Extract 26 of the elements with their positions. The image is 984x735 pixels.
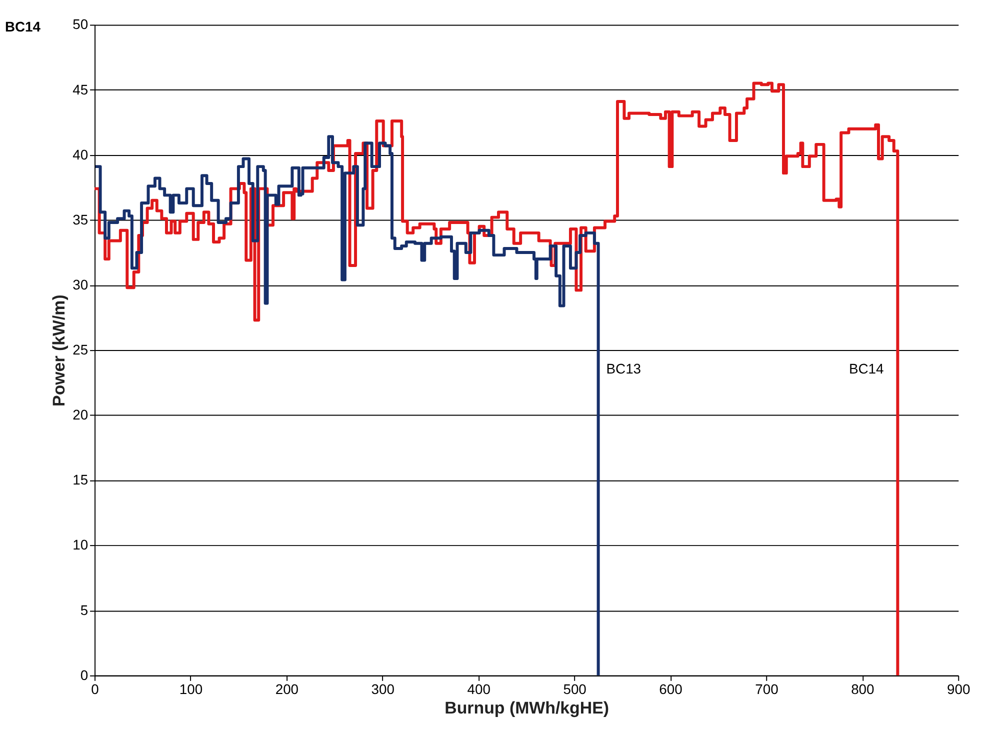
x-tick-label: 100 [179, 680, 203, 697]
x-axis-title: Burnup (MWh/kgHE) [444, 698, 609, 718]
x-tick-label: 600 [659, 680, 683, 697]
x-tick-label: 800 [851, 680, 875, 697]
x-tick-label: 0 [91, 680, 100, 697]
series-label: BC14 [848, 360, 884, 377]
x-tick-label: 400 [467, 680, 491, 697]
y-tick-label: 0 [80, 666, 88, 683]
x-tick-label: 500 [563, 680, 587, 697]
y-tick-label: 25 [72, 342, 88, 358]
y-axis-title: Power (kW/m) [50, 294, 69, 406]
y-tick-label: 15 [72, 472, 88, 488]
x-tick-label: 200 [275, 680, 299, 697]
x-tick-label: 900 [947, 680, 970, 697]
y-tick-label: 20 [72, 406, 88, 423]
y-tick-label: 35 [72, 211, 88, 228]
y-tick-label: 45 [72, 81, 88, 98]
x-tick-label: 300 [371, 680, 395, 697]
x-tick-label: 700 [755, 680, 779, 697]
y-tick-label: 40 [72, 146, 88, 162]
y-tick-label: 50 [72, 16, 88, 32]
series-label: BC13 [606, 360, 642, 377]
y-tick-label: 30 [72, 276, 88, 292]
text: BC14 [4, 18, 41, 35]
y-tick-label: 10 [72, 536, 88, 553]
y-tick-label: 5 [80, 602, 88, 618]
